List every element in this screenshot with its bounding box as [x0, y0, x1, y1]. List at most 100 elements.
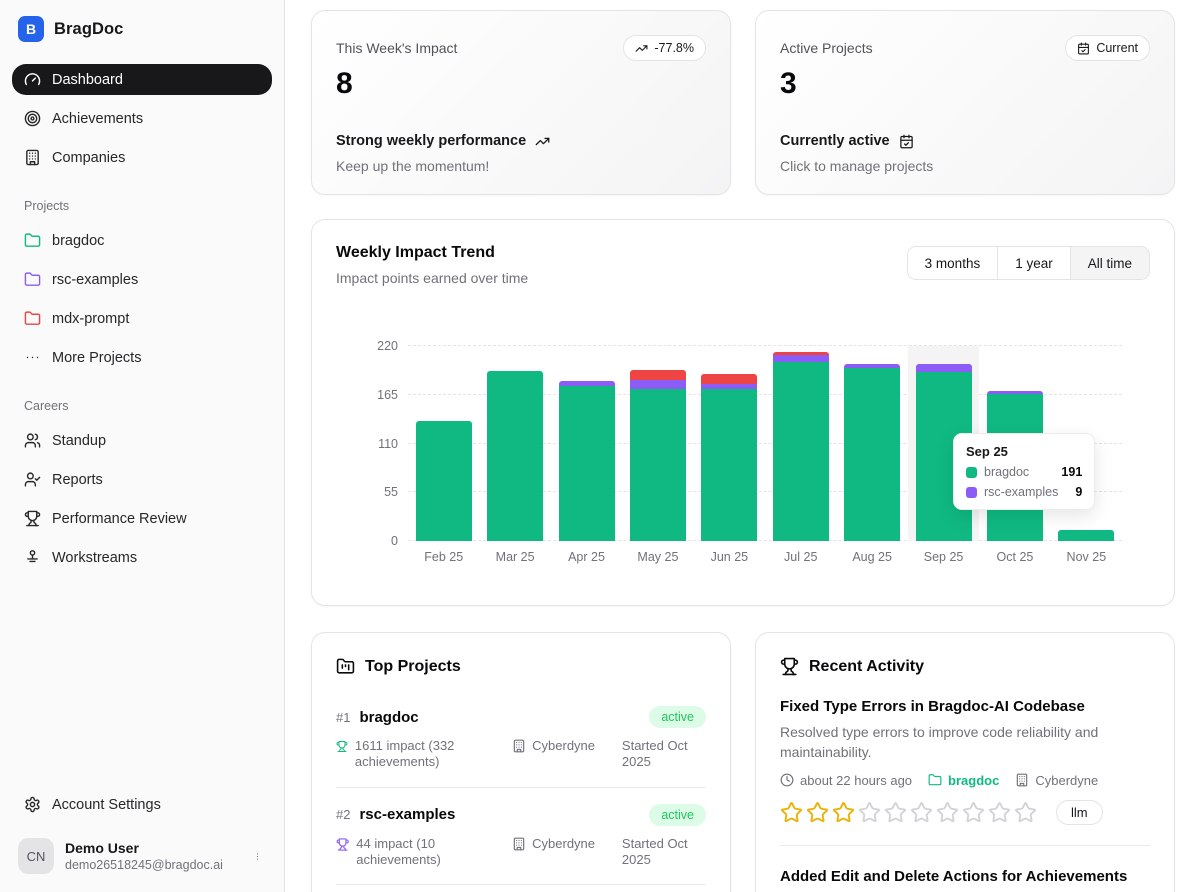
activity-item[interactable]: Fixed Type Errors in Bragdoc-AI Codebase…: [780, 676, 1150, 846]
sidebar-item-workstreams[interactable]: Workstreams: [12, 542, 272, 573]
bar-stack: [701, 374, 758, 541]
panel-title: Top Projects: [365, 657, 461, 675]
divider: [780, 844, 1150, 846]
star-icon[interactable]: [780, 801, 803, 824]
star-icon[interactable]: [858, 801, 881, 824]
trophy-icon: [336, 739, 348, 754]
star-icon[interactable]: [806, 801, 829, 824]
panel-title: Recent Activity: [809, 657, 924, 675]
sidebar-item-more-projects[interactable]: More Projects: [12, 342, 272, 373]
star-rating[interactable]: [780, 801, 1037, 824]
sidebar-item-project-rsc-examples[interactable]: rsc-examples: [12, 264, 272, 295]
star-icon[interactable]: [832, 801, 855, 824]
building-icon: [24, 149, 41, 166]
sidebar-item-label: Dashboard: [52, 71, 123, 88]
chart-plot: Feb 25 Mar 25 Apr 25 May 25 Jun 25 Jul 25 Aug …: [408, 345, 1122, 564]
x-axis-label: Feb 25: [424, 550, 464, 564]
sidebar-item-standup[interactable]: Standup: [12, 425, 272, 456]
chart-subtitle: Impact points earned over time: [336, 270, 529, 286]
bar-segment-rsc-examples: [701, 384, 758, 390]
sidebar-item-project-bragdoc[interactable]: bragdoc: [12, 225, 272, 256]
bar-Jul-25[interactable]: Jul 25: [765, 346, 836, 564]
kebab-menu-icon[interactable]: [249, 848, 266, 865]
series-swatch-rsc-examples: [966, 486, 977, 498]
x-axis-label: Apr 25: [568, 550, 605, 564]
y-axis-tick: 165: [377, 387, 398, 402]
x-axis-label: Jun 25: [710, 550, 749, 564]
project-impact: 1611 impact (332 achievements): [354, 738, 455, 770]
gauge-icon: [24, 71, 41, 88]
gridline: [408, 540, 1122, 541]
sidebar-footer: Account Settings CN Demo User demo265182…: [12, 789, 272, 880]
bar-May-25[interactable]: May 25: [622, 346, 693, 564]
gridline: [408, 345, 1122, 346]
bar-Aug-25[interactable]: Aug 25: [836, 346, 907, 564]
bar-stack: [1058, 529, 1115, 541]
sidebar-item-label: bragdoc: [52, 232, 105, 249]
sidebar-item-reports[interactable]: Reports: [12, 464, 272, 495]
projects-section-label: Projects: [24, 199, 70, 213]
bar-segment-mdx-prompt: [772, 352, 829, 355]
bar-stack: [629, 369, 686, 541]
star-icon[interactable]: [962, 801, 985, 824]
x-axis-label: Nov 25: [1066, 550, 1107, 564]
sidebar-item-project-mdx-prompt[interactable]: mdx-prompt: [12, 303, 272, 334]
trend-badge: -77.8%: [623, 35, 706, 61]
range-tab-3-months[interactable]: 3 months: [907, 247, 999, 279]
star-icon[interactable]: [884, 801, 907, 824]
bar-segment-bragdoc: [558, 385, 615, 541]
user-menu[interactable]: CN Demo User demo26518245@bragdoc.ai: [12, 828, 272, 880]
range-selector: 3 months 1 year All time: [906, 246, 1150, 280]
bar-segment-bragdoc: [1058, 529, 1115, 541]
activity-project-link[interactable]: bragdoc: [928, 773, 999, 788]
project-company: Cyberdyne: [532, 738, 596, 753]
ellipsis-icon: [24, 349, 41, 366]
star-icon[interactable]: [910, 801, 933, 824]
bar-segment-rsc-examples: [915, 363, 972, 372]
trend-badge-value: -77.8%: [654, 41, 694, 55]
bar-stack: [487, 370, 544, 541]
sidebar-item-label: Workstreams: [52, 549, 138, 566]
x-axis-label: Jul 25: [784, 550, 818, 564]
bar-Nov-25[interactable]: Nov 25: [1051, 346, 1122, 564]
y-axis-tick: 0: [391, 534, 398, 548]
bar-segment-mdx-prompt: [629, 369, 686, 380]
trophy-icon: [336, 837, 349, 852]
star-icon[interactable]: [988, 801, 1011, 824]
range-tab-1-year[interactable]: 1 year: [998, 247, 1071, 279]
active-projects-card[interactable]: Active Projects Current 3 Currently acti…: [755, 10, 1175, 195]
folder-icon: [24, 271, 41, 288]
stat-card-value: 3: [780, 67, 797, 100]
sidebar-item-account-settings[interactable]: Account Settings: [12, 789, 272, 820]
stat-cards-row: This Week's Impact -77.8% 8 Strong weekl…: [311, 10, 1175, 195]
main-content: This Week's Impact -77.8% 8 Strong weekl…: [285, 0, 1197, 892]
project-name: bragdoc: [359, 708, 419, 726]
activity-item[interactable]: Added Edit and Delete Actions for Achiev…: [780, 846, 1150, 892]
bar-segment-bragdoc: [487, 370, 544, 541]
bar-Feb-25[interactable]: Feb 25: [408, 346, 479, 564]
bar-Apr-25[interactable]: Apr 25: [551, 346, 622, 564]
chart-header-text: Weekly Impact Trend Impact points earned…: [336, 244, 528, 286]
activity-company: Cyberdyne: [1015, 773, 1098, 788]
sidebar-item-label: rsc-examples: [52, 271, 139, 288]
activity-description: Resolved type errors to improve code rel…: [780, 724, 1099, 761]
project-row-rsc-examples[interactable]: #2 rsc-examples active 44 impact (10 ach…: [336, 786, 706, 885]
bar-Jun-25[interactable]: Jun 25: [694, 346, 765, 564]
star-icon[interactable]: [1014, 801, 1037, 824]
sidebar-item-dashboard[interactable]: Dashboard: [12, 64, 272, 95]
status-badge: active: [649, 803, 706, 826]
bar-Mar-25[interactable]: Mar 25: [479, 346, 550, 564]
top-projects-panel: Top Projects #1 bragdoc active 1611 impa…: [311, 632, 731, 892]
bar-segment-bragdoc: [844, 368, 901, 541]
bar-stack: [558, 380, 615, 541]
project-name: rsc-examples: [359, 806, 456, 823]
project-row-3[interactable]: active: [336, 884, 706, 892]
weekly-impact-card[interactable]: This Week's Impact -77.8% 8 Strong weekl…: [311, 10, 731, 195]
sidebar-item-performance-review[interactable]: Performance Review: [12, 503, 272, 534]
range-tab-all-time[interactable]: All time: [1070, 247, 1149, 279]
star-icon[interactable]: [936, 801, 959, 824]
project-row-bragdoc[interactable]: #1 bragdoc active 1611 impact (332 achie…: [336, 690, 706, 787]
sidebar-item-achievements[interactable]: Achievements: [12, 103, 272, 134]
building-icon: [512, 739, 526, 753]
sidebar-item-companies[interactable]: Companies: [12, 142, 272, 173]
